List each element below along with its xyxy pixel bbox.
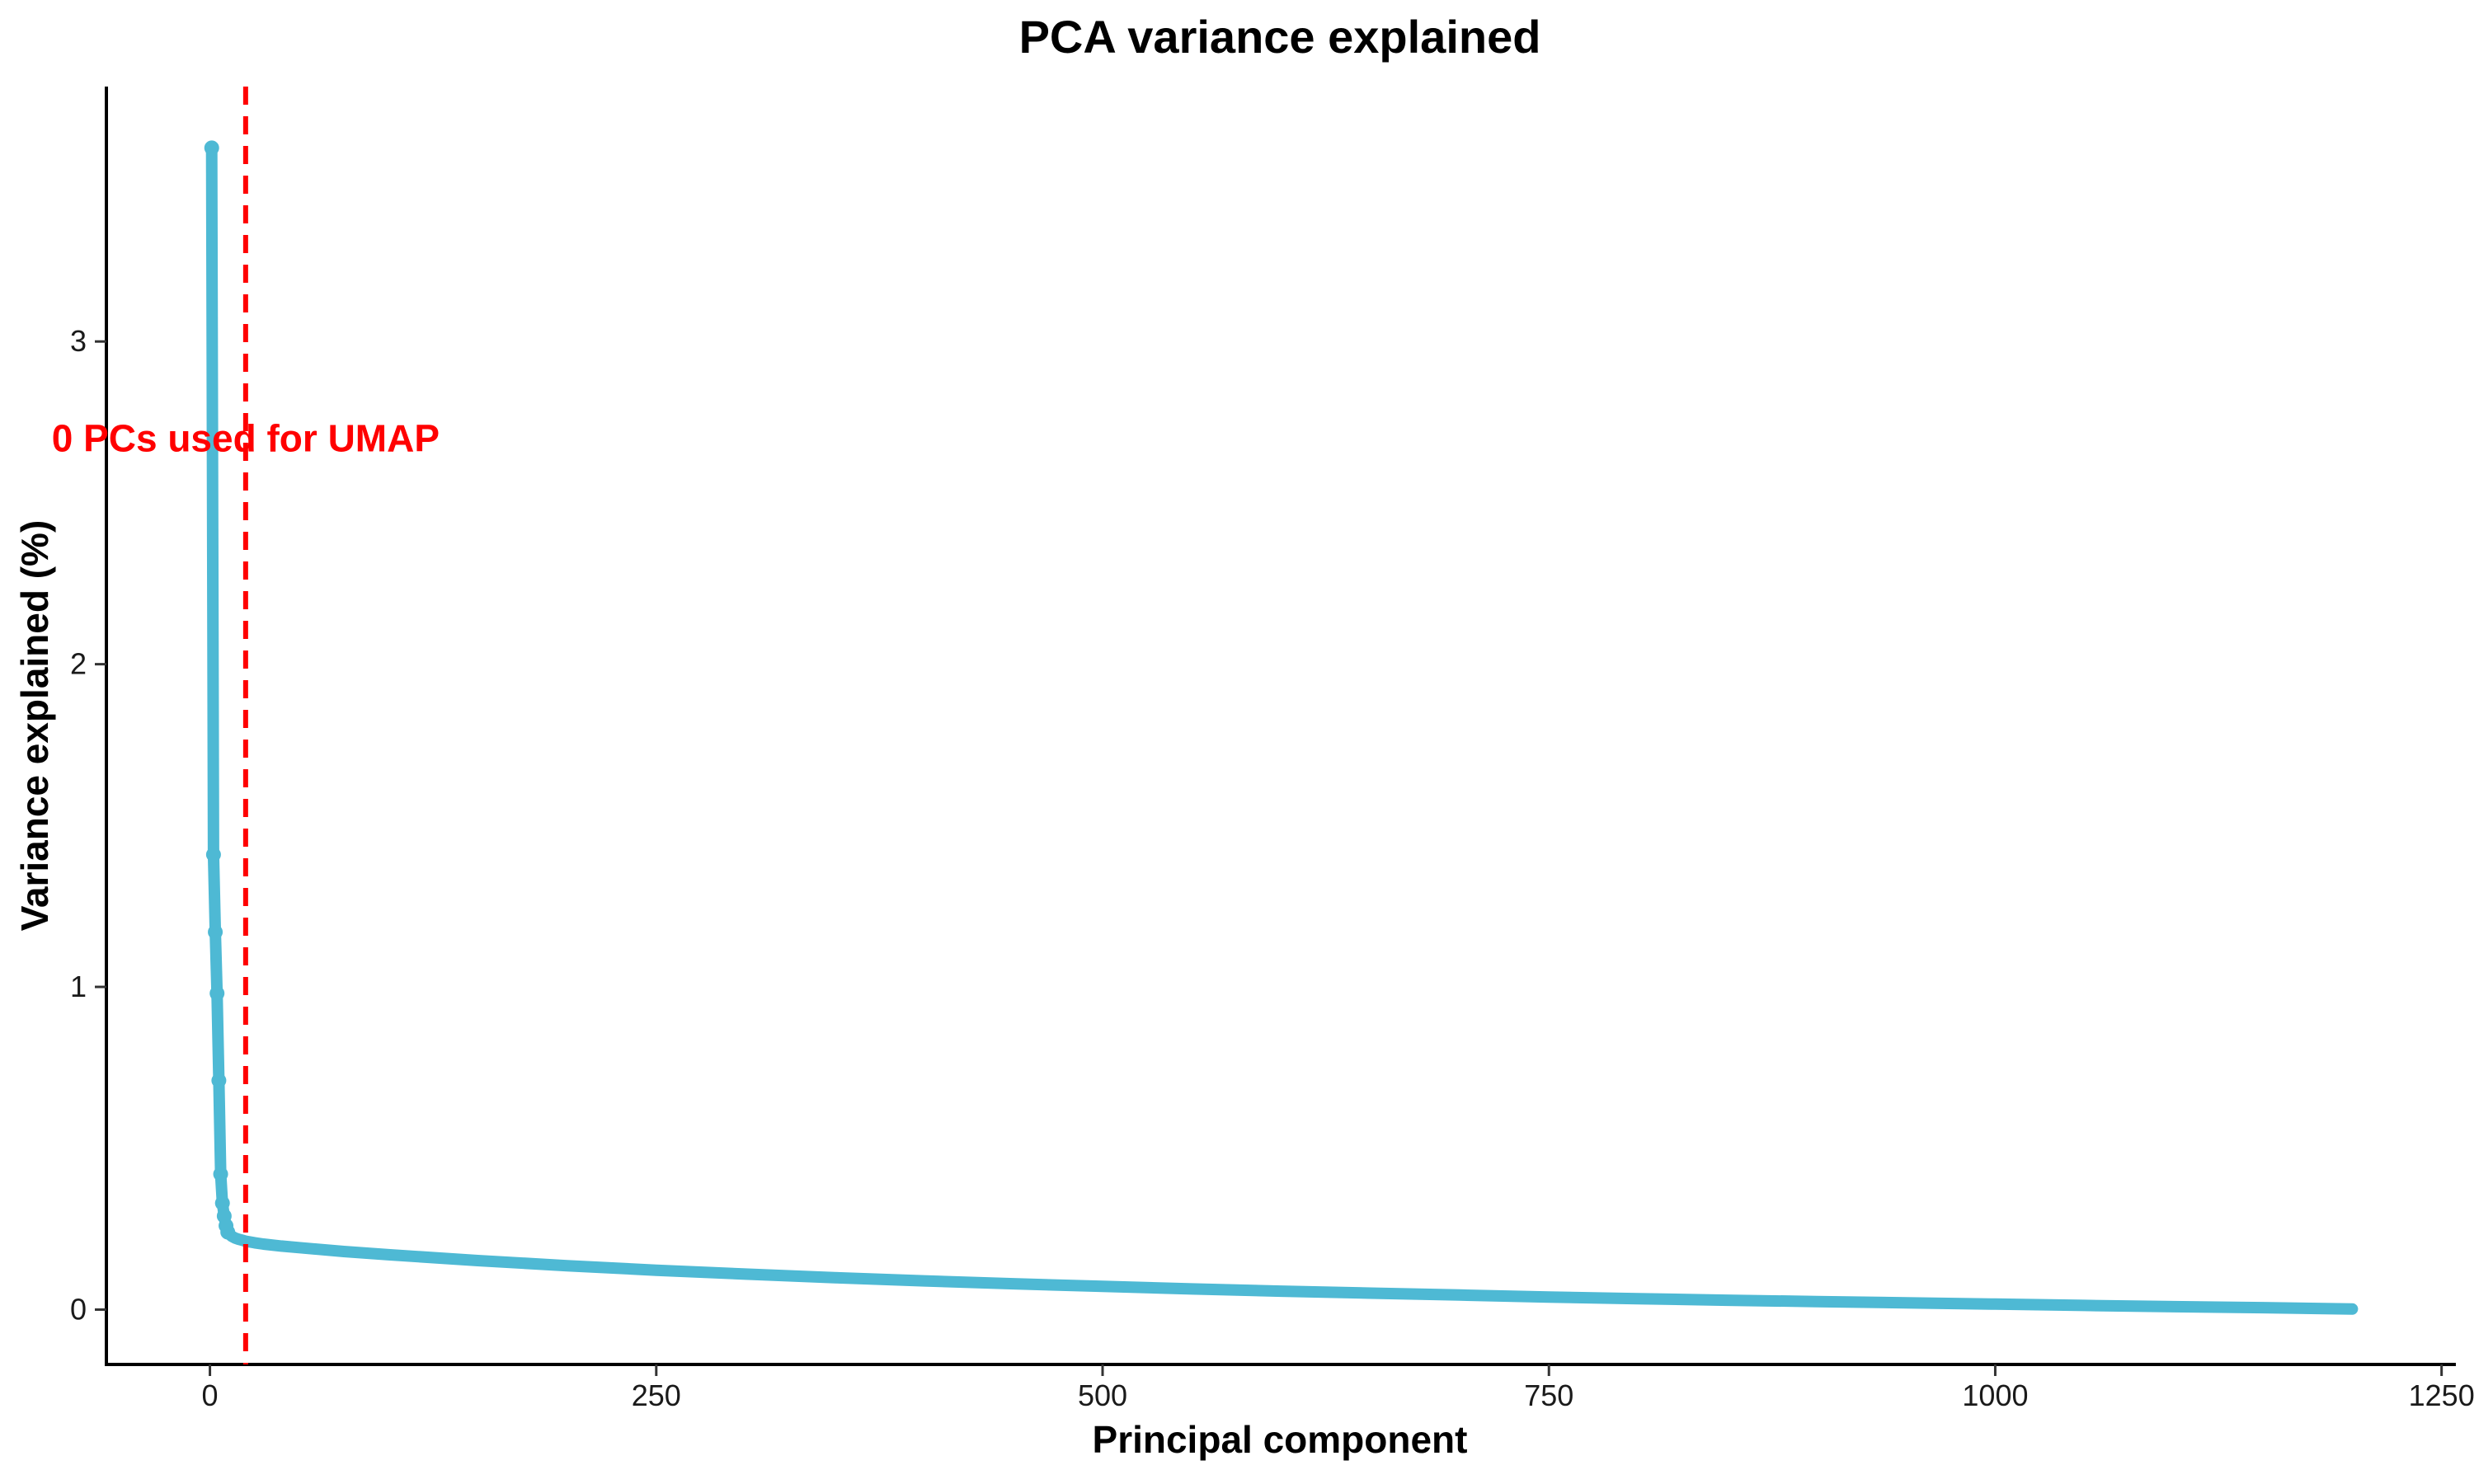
data-layer <box>204 140 2359 1315</box>
y-tick-label: 1 <box>70 970 87 1003</box>
variance-point <box>209 985 225 1001</box>
x-tick-label: 1000 <box>1962 1378 2028 1412</box>
variance-point <box>204 140 219 156</box>
variance-point <box>208 924 223 940</box>
variance-point <box>205 847 221 862</box>
variance-point <box>213 1167 228 1182</box>
y-tick-label: 0 <box>70 1292 87 1326</box>
y-axis-title: Variance explained (%) <box>13 520 56 932</box>
x-tick-label: 500 <box>1078 1378 1127 1412</box>
axes: 0 250 500 750 1000 1250 0 1 2 3 <box>70 87 2474 1412</box>
x-tick-label: 750 <box>1524 1378 1573 1412</box>
variance-point <box>214 1195 230 1211</box>
x-axis-title: Principal component <box>1093 1418 1468 1461</box>
chart-title: PCA variance explained <box>1019 11 1541 63</box>
variance-line <box>205 142 2359 1315</box>
x-tick-label: 0 <box>202 1378 219 1412</box>
variance-point <box>220 1224 236 1240</box>
variance-point <box>211 1073 227 1088</box>
x-tick-label: 1250 <box>2409 1378 2474 1412</box>
annotation-layer: 0 PCs used for UMAP <box>52 87 440 1364</box>
y-tick-label: 3 <box>70 324 87 358</box>
x-tick-label: 250 <box>632 1378 681 1412</box>
cutoff-label: 0 PCs used for UMAP <box>52 417 440 460</box>
y-tick-label: 2 <box>70 647 87 681</box>
